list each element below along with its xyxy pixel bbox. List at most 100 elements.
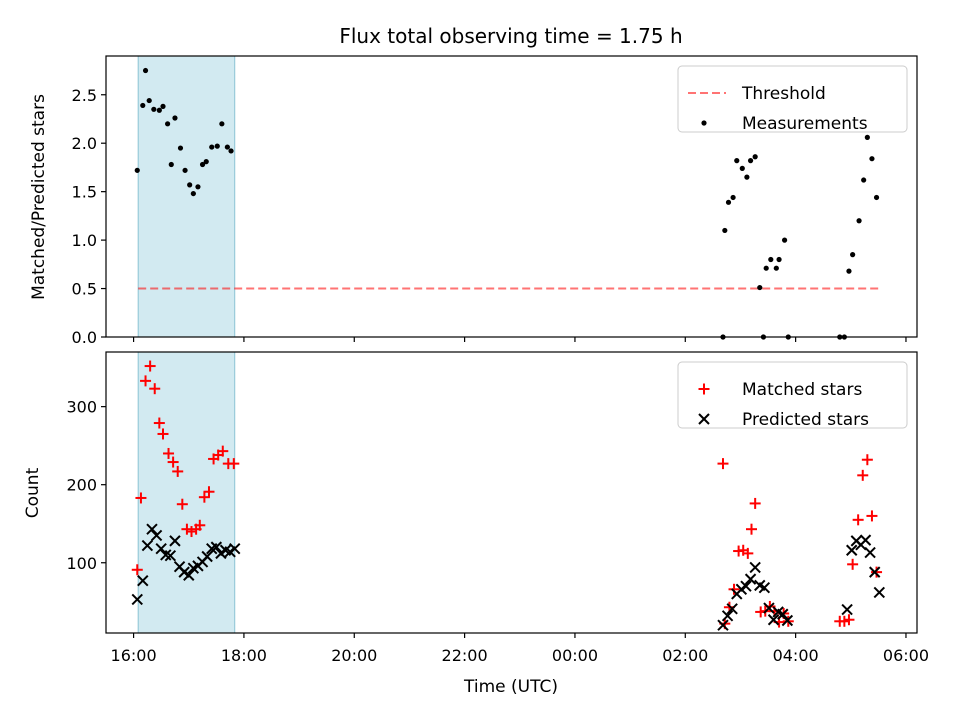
count-series-0-point-2 [140, 375, 152, 387]
ratio-series-0-point-19 [219, 121, 225, 127]
y-axis-label-ratio: Matched/Predicted stars [29, 94, 49, 300]
ratio-series-0-point-2 [142, 67, 149, 74]
count-series-1-point-32 [763, 602, 775, 614]
chart-title: Flux total observing time = 1.75 h [339, 24, 682, 48]
ratio-series-0-point-8 [168, 161, 174, 168]
count-series-1-point-44-b [873, 586, 886, 599]
ratio-series-0-point-6 [160, 103, 166, 109]
bot-legend-handle-1-b [698, 413, 710, 425]
ratio-ytick-label-5: 2.5 [72, 86, 97, 105]
count-xtick-label-1: 18:00 [221, 646, 267, 665]
y-axis-label-count: Count [23, 467, 43, 518]
count-series-0-point-29 [745, 523, 757, 535]
count-series-1-point-32-b [763, 602, 775, 614]
ratio-series-0-point-27 [739, 165, 745, 171]
ratio-series-0-point-46 [869, 156, 875, 162]
ratio-series-0-point-4 [151, 106, 157, 112]
count-series-1-point-31 [758, 582, 771, 594]
count-series-1-point-9-b [173, 560, 186, 573]
count-series-1-point-21 [229, 542, 241, 555]
count-series-1-point-23-b [721, 610, 734, 622]
ratio-series-0-point-11 [182, 167, 188, 173]
count-series-1-point-28-b [744, 573, 757, 585]
count-series-1-point-8 [169, 535, 181, 547]
bot-legend-label-0: Matched stars [742, 380, 862, 400]
count-series-1-point-43-b [868, 566, 881, 578]
count-series-0-point-14 [194, 519, 206, 531]
count-series-1-point-37 [841, 603, 853, 616]
count-series-1-point-5 [155, 542, 167, 555]
count-series-1-point-4-b [150, 529, 163, 542]
count-series-1-point-1-b [137, 574, 149, 587]
count-ytick-label-1: 200 [66, 476, 97, 495]
count-series-1-point-22 [717, 619, 729, 631]
count-series-0-point-43 [857, 469, 869, 481]
count-series-1-point-34-b [772, 606, 784, 618]
axes-frame-count [105, 351, 918, 634]
count-series-1-point-11 [183, 569, 195, 581]
count-xtick-label-0: 16:00 [111, 646, 157, 665]
count-series-1-point-35 [777, 608, 789, 620]
count-series-1-point-37-b [841, 603, 853, 616]
count-series-1-point-7-b [164, 550, 177, 562]
highlight-span-ratio [137, 55, 236, 338]
count-series-1-point-11-b [183, 569, 195, 581]
top-legend-label-1: Measurements [742, 114, 868, 134]
highlight-span-count [137, 351, 236, 634]
ratio-series-0-point-45 [864, 134, 870, 140]
count-series-1-point-31-b [758, 582, 771, 594]
count-series-0-point-8 [167, 456, 179, 468]
count-series-1-point-5-b [155, 542, 167, 555]
ratio-series-0-point-16 [203, 159, 209, 165]
count-series-1-point-29 [749, 561, 761, 574]
ratio-series-0-point-15 [199, 161, 206, 168]
ratio-series-0-point-28 [744, 174, 750, 180]
count-series-1-point-30-b [754, 579, 766, 592]
count-series-1-point-38-b [846, 544, 858, 556]
ratio-series-0-point-25 [730, 194, 736, 201]
count-series-1-point-17 [210, 541, 223, 553]
plot-area-ratio [134, 55, 880, 340]
bot-legend-box [677, 361, 908, 429]
ratio-series-0-point-9 [172, 115, 178, 121]
bot-legend-label-1: Predicted stars [742, 410, 869, 430]
count-series-0-point-42 [852, 514, 864, 526]
count-series-1-point-4 [150, 529, 163, 542]
count-series-0-point-46 [871, 566, 883, 578]
count-series-1-point-43 [868, 566, 881, 578]
count-series-0-point-25 [728, 583, 740, 595]
ratio-series-0-point-37 [781, 237, 788, 243]
count-series-0-point-1 [135, 492, 147, 504]
count-series-1-point-3 [146, 523, 158, 535]
x-axis-count: 16:00 18:00 20:00 22:00 00:00 02:00 04:00 06:00 [111, 633, 929, 665]
count-series-1-point-36 [781, 614, 794, 627]
ratio-series-0-point-12 [187, 182, 193, 188]
ratio-series-0-point-42 [850, 252, 856, 258]
count-series-1-point-2 [141, 539, 154, 552]
y-axis-ratio: 0.0 0.5 1.0 1.5 2.0 2.5 [72, 86, 106, 347]
ratio-series-0-point-44 [861, 177, 867, 183]
ratio-series-0-point-36 [776, 256, 782, 263]
ratio-series-0-point-26 [734, 158, 740, 164]
count-xtick-label-2: 20:00 [331, 646, 377, 665]
count-series-1-point-29-b [749, 561, 761, 574]
count-series-0-point-45 [866, 510, 878, 522]
ratio-series-0-point-20 [224, 144, 230, 150]
count-xtick-label-5: 02:00 [662, 646, 708, 665]
panel-count: 100 200 300 16:00 18:00 20:00 22:00 00:00 02:00… [23, 351, 929, 697]
count-series-1-point-35-b [777, 608, 789, 620]
top-legend-box [677, 65, 908, 133]
count-series-1-point-23 [721, 610, 734, 622]
ratio-series-0-point-14 [195, 184, 201, 190]
plot-area-count [131, 351, 886, 634]
bot-legend-handle-1 [698, 413, 710, 425]
ratio-series-0-point-13 [190, 190, 196, 197]
count-series-0-point-9 [172, 465, 184, 477]
count-series-1-point-21-b [229, 542, 241, 555]
count-series-1-point-2-b [141, 539, 154, 552]
ratio-series-0-point-29 [747, 158, 754, 164]
y-axis-count: 100 200 300 [66, 398, 106, 573]
count-series-1-point-10-b [178, 566, 190, 578]
count-series-0-point-41 [847, 558, 859, 570]
